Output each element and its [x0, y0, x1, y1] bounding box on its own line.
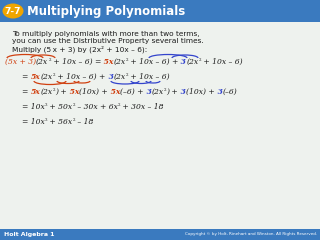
Text: 5x: 5x: [101, 58, 114, 66]
Text: 2: 2: [118, 103, 120, 107]
Text: 7-7: 7-7: [5, 6, 21, 16]
Text: + 10x – 6) =: + 10x – 6) =: [51, 58, 101, 66]
Text: (2x: (2x: [186, 58, 198, 66]
Text: To multiply polynomials with more than two terms,: To multiply polynomials with more than t…: [12, 31, 199, 37]
Text: (2x: (2x: [36, 58, 48, 66]
Text: Holt Algebra 1: Holt Algebra 1: [4, 232, 54, 237]
Text: (–6) +: (–6) +: [120, 88, 144, 96]
Text: Copyright © by Holt, Rinehart and Winston. All Rights Reserved.: Copyright © by Holt, Rinehart and Winsto…: [185, 233, 317, 236]
Text: + 10x – 6) +: + 10x – 6) +: [55, 73, 106, 81]
Text: Multiplying Polynomials: Multiplying Polynomials: [27, 5, 185, 18]
Text: 2: 2: [125, 73, 128, 77]
Text: you can use the Distributive Property several times.: you can use the Distributive Property se…: [12, 38, 204, 44]
Text: + 10x – 6): + 10x – 6): [128, 73, 170, 81]
Text: + 10x – 6): + 10x – 6): [201, 58, 243, 66]
Text: + 30x – 18: + 30x – 18: [120, 103, 164, 111]
Text: 2: 2: [52, 88, 55, 92]
Text: 3: 3: [215, 88, 223, 96]
Text: 3: 3: [45, 118, 47, 122]
Text: =: =: [22, 88, 31, 96]
Text: (–6): (–6): [223, 88, 237, 96]
Text: (2x: (2x: [113, 73, 125, 81]
Text: + 50x: + 50x: [47, 103, 72, 111]
Text: 3: 3: [144, 88, 152, 96]
Text: – 30x + 6x: – 30x + 6x: [75, 103, 118, 111]
Text: (5x + 3): (5x + 3): [5, 58, 36, 66]
Text: 5x: 5x: [31, 88, 41, 96]
Text: = 10x: = 10x: [22, 118, 45, 126]
Text: (2x: (2x: [41, 88, 52, 96]
Text: 2: 2: [52, 73, 55, 77]
Text: + 10x – 6) +: + 10x – 6) +: [128, 58, 179, 66]
Text: =: =: [22, 73, 31, 81]
Ellipse shape: [3, 4, 23, 18]
Text: 5x: 5x: [31, 73, 41, 81]
Text: 3: 3: [106, 73, 113, 81]
Text: 3: 3: [178, 88, 186, 96]
Text: (10x) +: (10x) +: [186, 88, 215, 96]
Text: 2: 2: [126, 58, 128, 62]
Text: ) +: ) +: [166, 88, 178, 96]
Text: Multiply (5 x + 3) by (2x² + 10x – 6):: Multiply (5 x + 3) by (2x² + 10x – 6):: [12, 45, 147, 53]
Text: 2: 2: [198, 58, 201, 62]
Text: 3: 3: [45, 103, 47, 107]
FancyBboxPatch shape: [0, 0, 320, 22]
Text: (2x: (2x: [152, 88, 164, 96]
Text: 3: 3: [179, 58, 186, 66]
Text: 2: 2: [48, 58, 51, 62]
Text: ) +: ) +: [55, 88, 67, 96]
FancyBboxPatch shape: [0, 229, 320, 240]
Text: + 56x: + 56x: [47, 118, 72, 126]
Text: (10x) +: (10x) +: [79, 88, 108, 96]
Text: = 10x: = 10x: [22, 103, 45, 111]
Text: 5x: 5x: [67, 88, 79, 96]
Text: 2: 2: [72, 118, 75, 122]
Text: (2x: (2x: [41, 73, 52, 81]
Text: (2x: (2x: [114, 58, 126, 66]
Text: 2: 2: [72, 103, 75, 107]
Text: 5x: 5x: [108, 88, 120, 96]
Text: 2: 2: [164, 88, 166, 92]
Text: – 18: – 18: [75, 118, 93, 126]
